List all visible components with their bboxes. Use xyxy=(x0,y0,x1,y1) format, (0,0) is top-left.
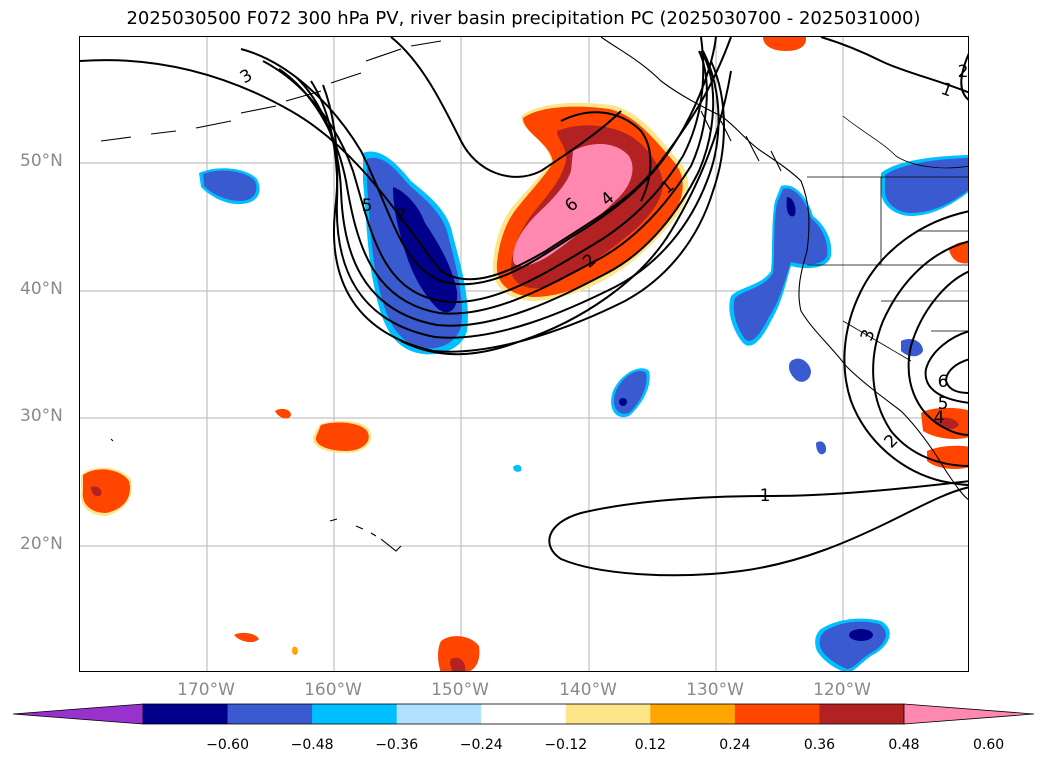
pv-contour-5 xyxy=(295,50,715,327)
lat-label-40n: 40°N xyxy=(20,279,63,299)
colorbar-tick-label: 0.60 xyxy=(972,737,1005,753)
contour-label: 6 xyxy=(938,372,949,392)
pv-contour-14 xyxy=(907,270,968,436)
colorbar-tick-label: −0.48 xyxy=(290,737,334,753)
colorbar-segment xyxy=(565,704,651,724)
colorbar-segment xyxy=(143,704,229,724)
pv-contour-9 xyxy=(560,111,652,202)
lon-label-130w: 130°W xyxy=(686,680,744,700)
colorbar-segment xyxy=(227,704,313,724)
contour-label: 5 xyxy=(362,196,373,216)
colorbar-segment xyxy=(396,704,482,724)
pv-contour-11 xyxy=(820,37,968,94)
pv-contour-13 xyxy=(872,240,968,467)
pv-contour-4 xyxy=(278,50,708,315)
colorbar-tick-label: 0.24 xyxy=(719,737,751,753)
contour-label: 4 xyxy=(934,408,945,428)
lat-label-30n: 30°N xyxy=(20,406,63,426)
contour-label: 2 xyxy=(958,62,969,82)
lon-label-150w: 150°W xyxy=(431,680,489,700)
colorbar-tick-label: −0.24 xyxy=(459,737,503,753)
pv-contour-12 xyxy=(843,210,968,486)
pv-contour-17 xyxy=(960,53,968,101)
contour-label: 1 xyxy=(760,486,771,506)
colorbar-segment xyxy=(734,704,820,724)
map-title: 2025030500 F072 300 hPa PV, river basin … xyxy=(126,8,921,29)
contour-label: 3 xyxy=(237,65,256,88)
colorbar-segment xyxy=(819,704,905,724)
pv-contour-18 xyxy=(548,480,968,577)
colorbar xyxy=(12,703,1035,725)
pv-contour-2 xyxy=(240,37,717,286)
colorbar-segment xyxy=(481,704,567,724)
pv-contour-16 xyxy=(944,358,968,394)
colorbar-segments xyxy=(13,704,1034,724)
colorbar-tick-label: −0.36 xyxy=(375,737,419,753)
pv-contour-8 xyxy=(390,37,622,178)
gridlines xyxy=(80,37,968,671)
lon-label-120w: 120°W xyxy=(813,680,871,700)
lon-label-140w: 140°W xyxy=(559,680,617,700)
contour-labels: 3 5 7 6 4 2 1 2 1 3 6 5 4 2 1 xyxy=(237,62,969,506)
colorbar-tick-label: 0.36 xyxy=(803,737,836,753)
pv-contour-15 xyxy=(924,330,968,404)
contour-label: 5 xyxy=(938,394,949,414)
colorbar-segment xyxy=(650,704,736,724)
precip-fills xyxy=(80,37,968,671)
colorbar-tick-label: 0.12 xyxy=(634,737,666,753)
contour-label: 3 xyxy=(857,327,879,344)
pv-contour-10 xyxy=(400,70,732,356)
lon-label-160w: 160°W xyxy=(304,680,362,700)
pv-contour-3 xyxy=(262,37,705,304)
contour-label: 7 xyxy=(396,206,407,226)
lat-label-20n: 20°N xyxy=(20,534,63,554)
colorbar-extend-high xyxy=(904,704,1034,724)
political-borders xyxy=(807,115,968,362)
colorbar-tick-label: 0.48 xyxy=(888,737,920,753)
lon-label-170w: 170°W xyxy=(177,680,235,700)
lat-label-50n: 50°N xyxy=(20,151,63,171)
map-canvas: 3 5 7 6 4 2 1 2 1 3 6 5 4 2 1 xyxy=(80,37,969,671)
colorbar-extend-low xyxy=(13,704,143,724)
colorbar-segment xyxy=(312,704,398,724)
pv-contours xyxy=(80,37,968,577)
map-panel: 3 5 7 6 4 2 1 2 1 3 6 5 4 2 1 xyxy=(79,36,969,672)
colorbar-tick-label: −0.60 xyxy=(206,737,249,753)
colorbar-tick-label: −0.12 xyxy=(544,737,588,753)
